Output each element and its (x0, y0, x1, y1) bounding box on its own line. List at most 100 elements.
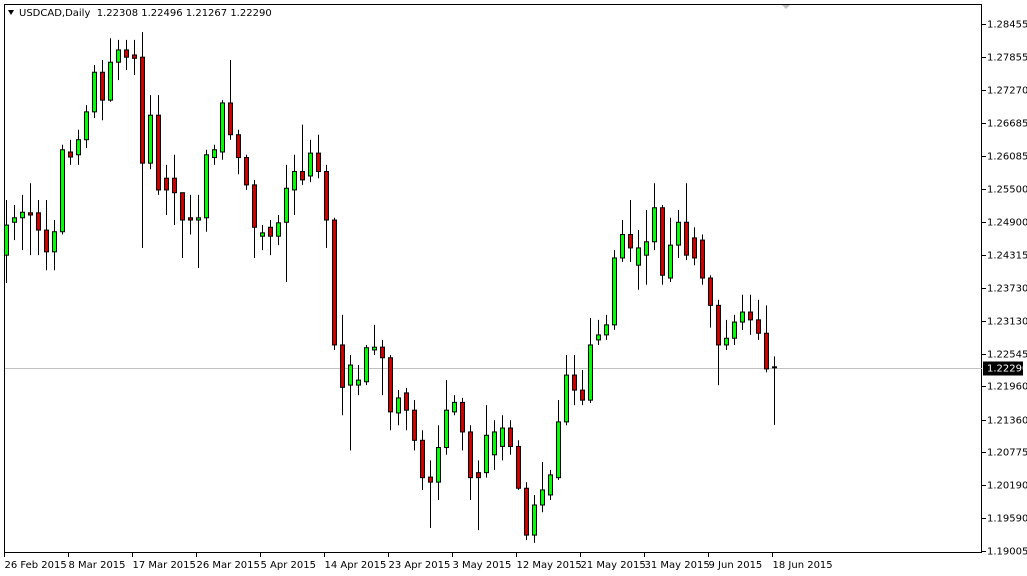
candle-body (5, 224, 9, 256)
candle-body (668, 244, 673, 279)
candle-body (716, 304, 721, 346)
candle-body (252, 184, 257, 228)
candle-body (604, 324, 609, 336)
x-tick-label: 31 May 2015 (645, 560, 710, 571)
candle-body (740, 311, 745, 323)
candle-body (188, 217, 193, 221)
candle-body (748, 311, 753, 321)
candle-body (492, 431, 497, 456)
candle-body (180, 192, 185, 221)
candle-body (772, 366, 777, 369)
candle-body (84, 111, 89, 141)
x-tick-label: 21 May 2015 (581, 560, 646, 571)
candle-body (564, 374, 569, 423)
y-tick-label: 1.26085 (987, 152, 1027, 163)
candle-body (548, 474, 553, 496)
candle-body (684, 221, 689, 256)
candle-body (284, 187, 289, 223)
y-tick-label: 1.20775 (987, 448, 1027, 459)
y-tick-label: 1.21960 (987, 382, 1027, 393)
candle-body (580, 389, 585, 401)
x-tick-label: 12 May 2015 (517, 560, 582, 571)
candle-body (508, 427, 513, 447)
candle-body (588, 344, 593, 401)
candle-body (68, 151, 73, 158)
candle-body (36, 212, 41, 231)
candle-body (596, 334, 601, 341)
plot (5, 32, 982, 543)
y-tick-label: 1.19590 (987, 514, 1027, 525)
menu-triangle[interactable] (8, 10, 14, 15)
candle-body (476, 472, 481, 479)
candle-body (60, 149, 65, 233)
candle-body (164, 177, 169, 191)
y-tick-label: 1.24900 (987, 218, 1027, 229)
candle-body (308, 152, 313, 177)
y-tick-label: 1.20190 (987, 481, 1027, 492)
candle-body (396, 397, 401, 414)
candle-body (20, 211, 25, 219)
candle-body (676, 221, 681, 246)
candle-body (332, 219, 337, 346)
y-tick-label: 1.27855 (987, 53, 1027, 64)
candle-body (644, 241, 649, 256)
candle-body (116, 49, 121, 63)
candle-body (52, 231, 57, 253)
candle-body (524, 487, 529, 536)
candle-body (724, 337, 729, 346)
chart-title: USDCAD,Daily 1.22308 1.22496 1.21267 1.2… (19, 8, 272, 19)
candle-body (260, 232, 265, 237)
candle-body (228, 102, 233, 136)
candle-body (620, 234, 625, 259)
candle-body (148, 114, 153, 164)
candle-body (172, 177, 177, 194)
candle-body (628, 234, 633, 249)
candle-body (444, 409, 449, 449)
candle-body (244, 157, 249, 186)
x-tick-label: 17 Mar 2015 (133, 560, 196, 571)
plot-frame (4, 4, 982, 553)
candle-body (700, 239, 705, 279)
candle-body (428, 476, 433, 483)
candle-body (636, 247, 641, 266)
candle-body (156, 114, 161, 191)
candle-body (132, 54, 137, 59)
candle-body (12, 217, 17, 223)
candle-body (100, 71, 105, 101)
candle-body (652, 207, 657, 243)
y-tick-label: 1.23130 (987, 317, 1027, 328)
price-marker-box (983, 361, 1023, 376)
candle-body (468, 431, 473, 479)
candle-body (380, 346, 385, 359)
candle-body (540, 489, 545, 506)
y-tick-label: 1.27270 (987, 86, 1027, 97)
candle-body (692, 237, 697, 259)
y-tick-label: 1.19005 (987, 547, 1027, 558)
candle-body (28, 212, 33, 216)
candle-body (300, 171, 305, 181)
candle-body (436, 447, 441, 483)
candle-body (204, 154, 209, 219)
candle-body (268, 226, 273, 237)
candle-body (356, 379, 361, 386)
candle-body (324, 171, 329, 221)
candle-body (348, 364, 353, 386)
candle-body (484, 434, 489, 474)
candle-body (236, 134, 241, 159)
shift-marker[interactable] (782, 5, 790, 9)
candle-body (212, 149, 217, 159)
y-tick-label: 1.26685 (987, 119, 1027, 130)
candle-body (92, 71, 97, 113)
candle-body (340, 344, 345, 388)
candle-body (140, 56, 145, 164)
candle-body (420, 439, 425, 479)
candle-body (364, 347, 369, 383)
candle-body (44, 229, 49, 253)
y-tick-label: 1.25500 (987, 185, 1027, 196)
candle-body (388, 357, 393, 413)
candle-body (316, 152, 321, 173)
candle-body (460, 401, 465, 433)
candle-body (220, 102, 225, 153)
